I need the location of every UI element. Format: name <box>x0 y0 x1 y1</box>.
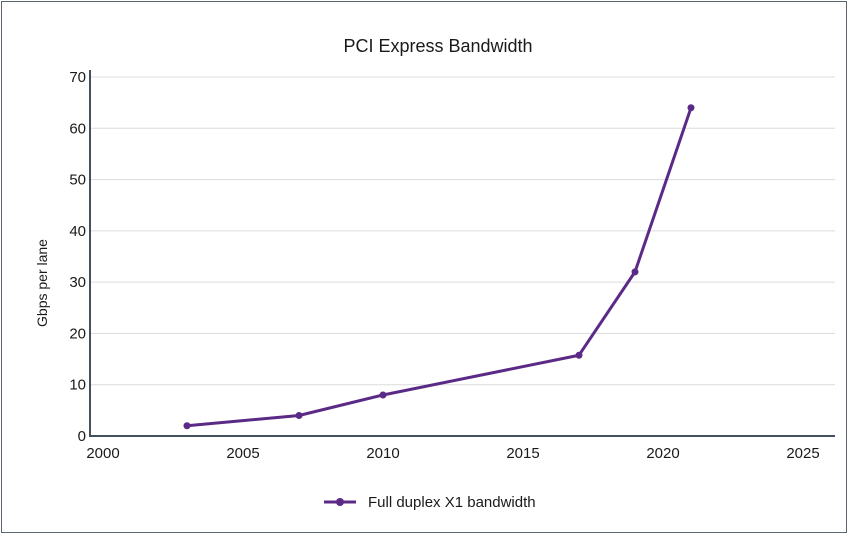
data-point <box>687 104 695 112</box>
x-tick-label: 2000 <box>86 445 119 462</box>
x-tick-label: 2025 <box>786 445 819 462</box>
x-tick-label: 2020 <box>646 445 679 462</box>
legend: Full duplex X1 bandwidth <box>324 494 536 511</box>
y-tick-label: 10 <box>69 377 86 394</box>
data-point <box>295 411 303 419</box>
y-tick-label: 0 <box>78 428 86 445</box>
x-tick-label: 2010 <box>366 445 399 462</box>
y-tick-label: 70 <box>69 69 86 86</box>
y-axis-label: Gbps per lane <box>34 239 50 327</box>
y-tick-label: 50 <box>69 172 86 189</box>
series-line-0 <box>186 107 693 428</box>
x-tick-label: 2015 <box>506 445 539 462</box>
y-tick-label: 40 <box>69 223 86 240</box>
y-tick-label: 20 <box>69 325 86 342</box>
data-point <box>631 268 639 276</box>
gridlines <box>90 76 835 386</box>
y-tick-label: 60 <box>69 120 86 137</box>
legend-marker <box>336 498 344 506</box>
chart-title: PCI Express Bandwidth <box>343 36 532 56</box>
y-tick-labels: 0 10 20 30 40 50 60 70 <box>69 69 86 445</box>
data-point <box>183 422 191 430</box>
legend-label: Full duplex X1 bandwidth <box>368 494 536 511</box>
series-group <box>183 104 695 430</box>
y-tick-label: 30 <box>69 274 86 291</box>
x-tick-labels: 2000 2005 2010 2015 2020 2025 <box>86 445 819 462</box>
x-tick-label: 2005 <box>226 445 259 462</box>
data-point <box>379 391 387 399</box>
data-point <box>575 351 583 359</box>
